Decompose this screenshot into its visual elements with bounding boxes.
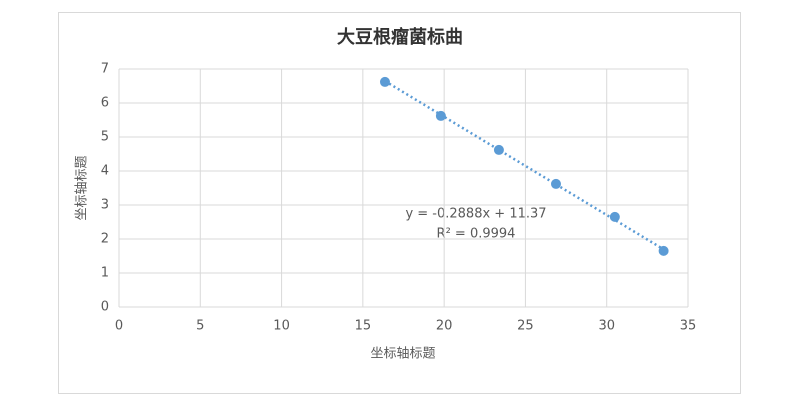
- data-point: [609, 211, 620, 222]
- data-point: [435, 110, 446, 121]
- data-point: [493, 144, 504, 155]
- y-tick-label: 6: [101, 96, 109, 111]
- y-tick-label: 4: [101, 164, 109, 179]
- y-tick-label: 0: [101, 300, 109, 315]
- y-tick-label: 2: [101, 232, 109, 247]
- chart-title: 大豆根瘤菌标曲: [337, 26, 463, 48]
- trendline-r-squared: R² = 0.9994: [437, 227, 516, 242]
- data-point: [379, 76, 390, 87]
- y-tick-label: 1: [101, 266, 109, 281]
- data-point: [550, 178, 561, 189]
- x-tick-label: 0: [115, 319, 123, 334]
- x-tick-label: 5: [196, 319, 204, 334]
- y-tick-label: 3: [101, 198, 109, 213]
- x-tick-label: 20: [436, 319, 453, 334]
- x-tick-label: 30: [598, 319, 615, 334]
- x-tick-label: 35: [680, 319, 697, 334]
- y-axis-title: 坐标轴标题: [75, 155, 90, 220]
- x-axis-title: 坐标轴标题: [370, 347, 435, 362]
- x-tick-label: 25: [517, 319, 534, 334]
- x-tick-label: 15: [355, 319, 372, 334]
- y-tick-label: 5: [101, 130, 109, 145]
- chart-border: [58, 12, 741, 394]
- trendline-equation: y = -0.2888x + 11.37: [405, 207, 546, 222]
- data-point: [658, 245, 669, 256]
- x-tick-label: 10: [273, 319, 290, 334]
- y-tick-label: 7: [101, 62, 109, 77]
